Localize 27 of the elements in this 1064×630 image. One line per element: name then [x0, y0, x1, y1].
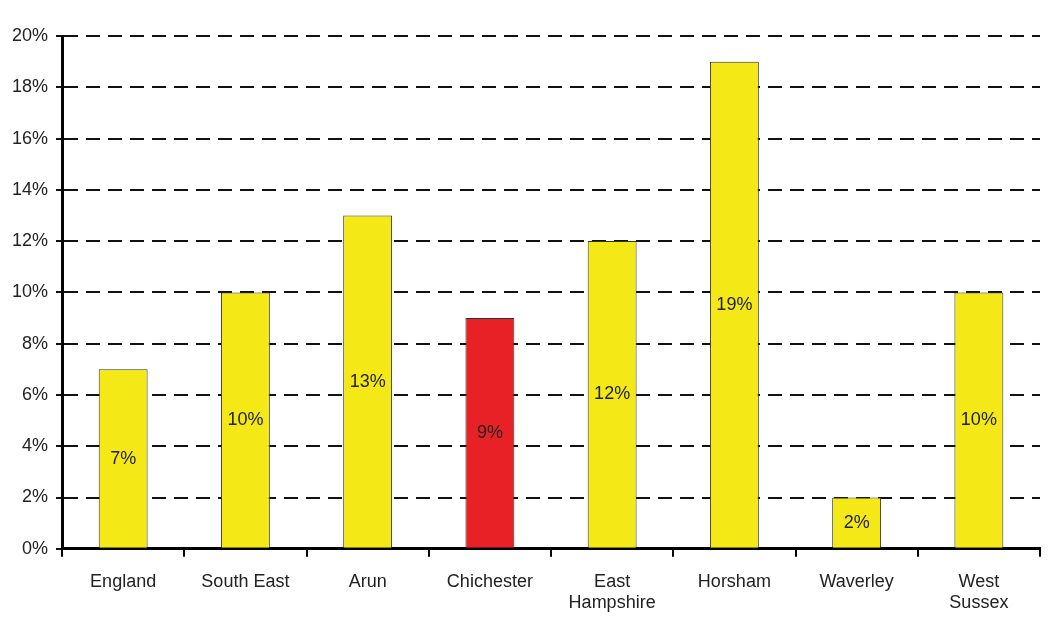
y-tick-label: 14%: [12, 178, 49, 199]
data-label: 7%: [110, 447, 137, 468]
data-label: 9%: [476, 421, 503, 442]
data-label: 10%: [227, 409, 264, 430]
x-tick-label: Arun: [348, 570, 387, 591]
data-label: 12%: [594, 383, 631, 404]
x-tick-label: Chichester: [446, 570, 533, 591]
x-tick-label: South East: [201, 570, 290, 591]
data-label: 13%: [349, 370, 386, 391]
x-tick-label: East Hampshire: [568, 570, 656, 613]
data-label: 2%: [843, 511, 870, 532]
y-tick-label: 10%: [12, 281, 49, 302]
y-tick-label: 12%: [12, 230, 49, 251]
data-label: 19%: [716, 293, 753, 314]
y-tick-label: 2%: [22, 486, 49, 507]
y-tick-label: 8%: [22, 332, 49, 353]
y-tick-label: 0%: [22, 537, 49, 558]
x-tick-label: England: [90, 570, 157, 591]
y-tick-label: 18%: [12, 76, 49, 97]
y-tick-label: 6%: [22, 383, 49, 404]
y-tick-label: 16%: [12, 127, 49, 148]
data-label: 10%: [960, 409, 997, 430]
x-tick-label: West Sussex: [949, 570, 1009, 613]
y-tick-label: 4%: [22, 435, 49, 456]
x-tick-label: Waverley: [819, 570, 894, 591]
y-tick-label: 20%: [12, 24, 49, 45]
x-tick-label: Horsham: [697, 570, 771, 591]
